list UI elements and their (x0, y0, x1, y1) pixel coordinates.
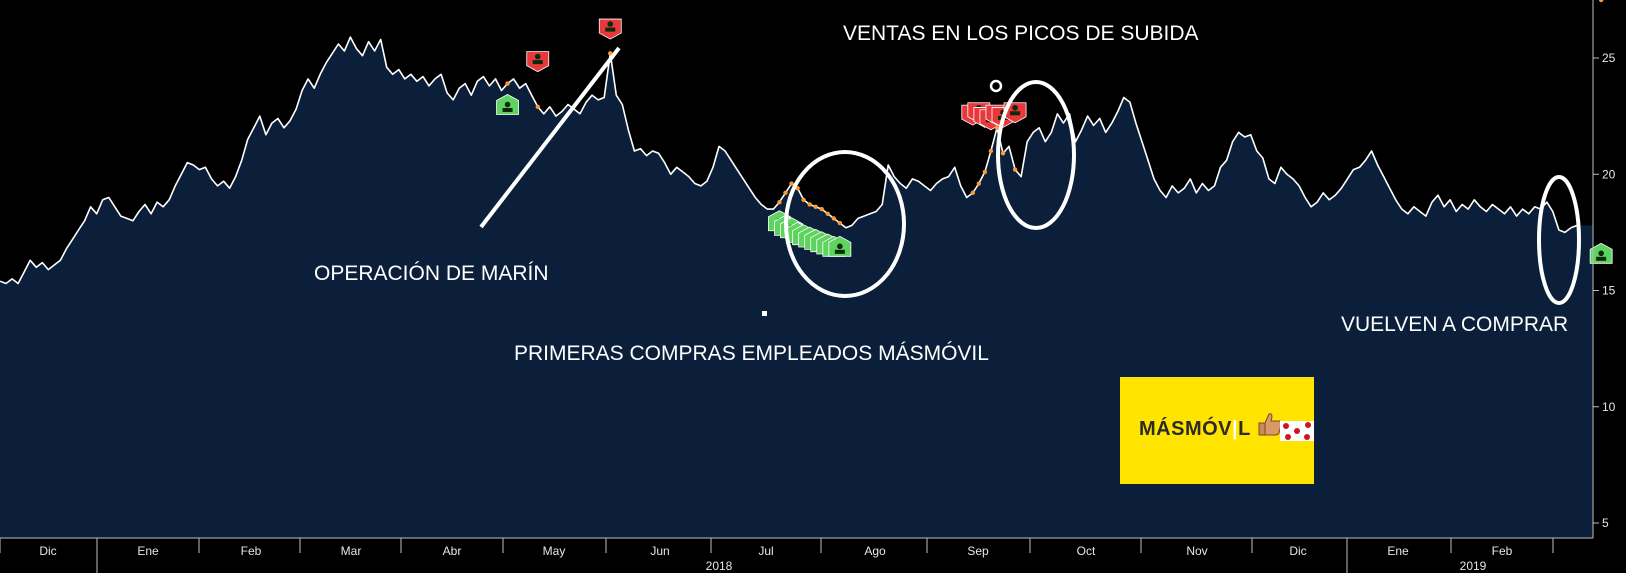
sell-marker-icon (598, 18, 622, 56)
x-month-label: Ene (137, 544, 159, 558)
x-month-label: May (543, 544, 566, 558)
y-axis-ticks: 5 10 15 20 25 (1593, 51, 1616, 530)
annotation-marin: OPERACIÓN DE MARÍN (314, 262, 549, 285)
x-month-label: Feb (241, 544, 262, 558)
x-month-label: Dic (39, 544, 56, 558)
buy-cluster-circle (784, 150, 906, 298)
y-tick-label: 5 (1602, 516, 1609, 530)
buy-marker-icon (1589, 0, 1613, 264)
polka-dot-sleeve-icon (1280, 421, 1314, 441)
logo-i-glyph: | (1232, 418, 1239, 440)
y-tick-label: 20 (1602, 167, 1616, 181)
y-tick-label: 25 (1602, 51, 1616, 65)
annotation-ventas: VENTAS EN LOS PICOS DE SUBIDA (843, 22, 1199, 45)
price-line (0, 36, 1578, 285)
x-month-label: Mar (341, 544, 362, 558)
logo-text-tail: L (1238, 418, 1251, 440)
x-month-label: Ene (1387, 544, 1409, 558)
marin-pointer-line (479, 46, 621, 229)
x-month-label: Ago (864, 544, 886, 558)
logo-wordmark: MÁSMÓV|L (1139, 418, 1251, 441)
x-month-label: Nov (1186, 544, 1207, 558)
x-month-label: Sep (967, 544, 989, 558)
x-month-label: Jul (758, 544, 773, 558)
small-dot (762, 311, 767, 316)
y-tick-label: 15 (1602, 284, 1616, 298)
sell-cluster-circle (996, 80, 1076, 230)
x-month-label: Abr (443, 544, 462, 558)
x-month-label: Jun (650, 544, 669, 558)
x-month-label: Dic (1289, 544, 1306, 558)
x-axis-ticks: Dic Ene Feb Mar Abr May Jun Jul Ago Sep Oct Nov Dic E… (0, 538, 1554, 573)
rebuy-circle (1537, 175, 1581, 305)
sell-marker-icon (526, 51, 550, 110)
small-ring (989, 79, 1003, 93)
area-fill-extension (1577, 225, 1593, 538)
x-month-label: Feb (1492, 544, 1513, 558)
x-year-label: 2019 (1460, 559, 1487, 573)
y-tick-label: 10 (1602, 400, 1616, 414)
annotation-vuelven: VUELVEN A COMPRAR (1341, 313, 1568, 336)
x-year-label: 2018 (706, 559, 733, 573)
logo-text-main: MÁSMÓV (1139, 418, 1232, 440)
buy-marker-icon (828, 220, 852, 257)
masmovil-logo: MÁSMÓV|L (1120, 377, 1314, 484)
buy-marker-icon (496, 81, 519, 115)
x-month-label: Oct (1077, 544, 1096, 558)
annotation-primeras-compras: PRIMERAS COMPRAS EMPLEADOS MÁSMÓVIL (514, 342, 989, 365)
